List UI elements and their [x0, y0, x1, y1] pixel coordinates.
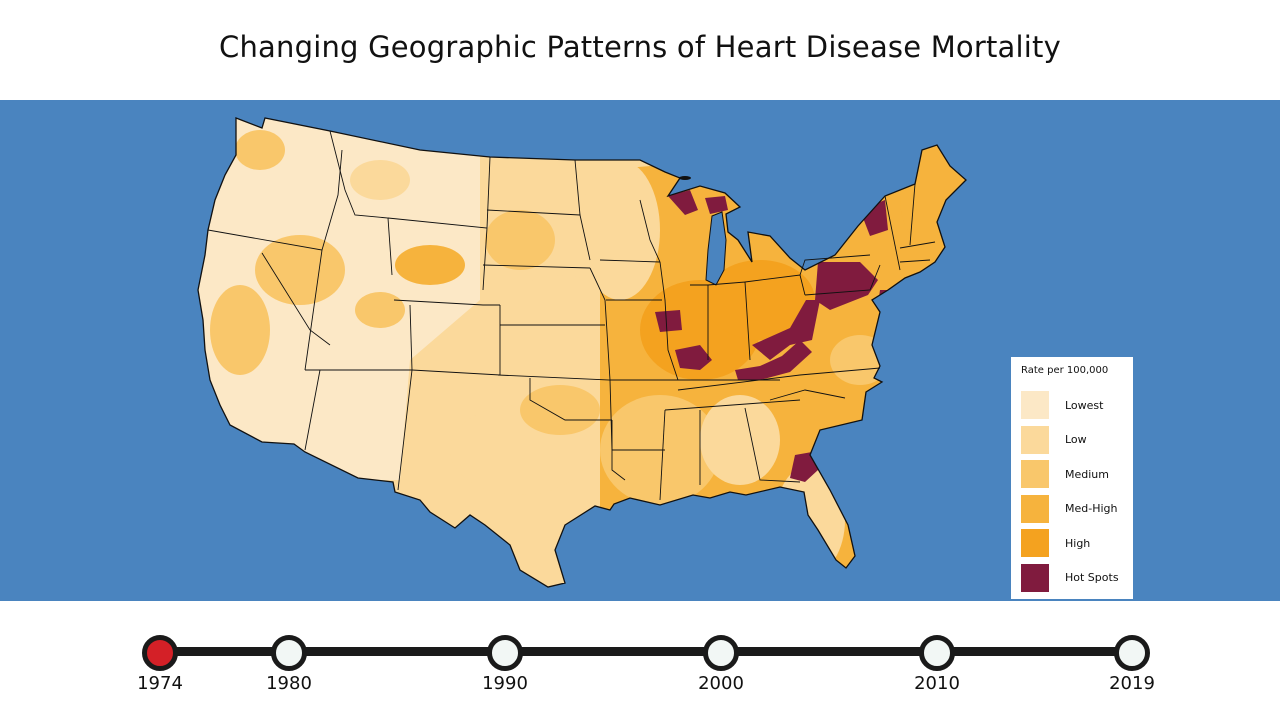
timeline-node-1990[interactable] [487, 635, 523, 671]
timeline-label-1980[interactable]: 1980 [266, 673, 312, 694]
legend-title: Rate per 100,000 [1021, 365, 1109, 376]
legend-label: Medium [1065, 467, 1109, 481]
legend-swatch-med-high [1021, 494, 1049, 523]
legend-swatch-lowest [1021, 391, 1049, 420]
timeline-node-2019[interactable] [1114, 635, 1150, 671]
timeline-label-1974[interactable]: 1974 [137, 673, 183, 694]
timeline-label-1990[interactable]: 1990 [482, 673, 528, 694]
legend-label: Med-High [1065, 502, 1118, 516]
legend-label: High [1065, 536, 1091, 550]
timeline-node-1974[interactable] [142, 635, 178, 671]
timeline-node-2000[interactable] [703, 635, 739, 671]
page-title: Changing Geographic Patterns of Heart Di… [219, 30, 1061, 64]
legend-item-low: Low [1021, 423, 1125, 458]
legend-item-med-high: Med-High [1021, 492, 1125, 527]
choropleth-fill [198, 118, 966, 587]
legend-label: Hot Spots [1065, 571, 1119, 585]
map-legend: Rate per 100,000 Lowest Low Medium Med-H… [1011, 357, 1133, 599]
lake-michigan [705, 211, 727, 286]
legend-swatch-hot-spots [1021, 563, 1049, 592]
legend-item-hot-spots: Hot Spots [1021, 561, 1125, 596]
legend-item-lowest: Lowest [1021, 388, 1125, 423]
legend-swatch-medium [1021, 460, 1049, 489]
state-boundaries [207, 130, 936, 501]
timeline-node-1980[interactable] [271, 635, 307, 671]
timeline-node-2010[interactable] [919, 635, 955, 671]
legend-label: Lowest [1065, 398, 1104, 412]
timeline-label-2010[interactable]: 2010 [914, 673, 960, 694]
year-timeline: 1974 1980 1990 2000 2010 2019 [0, 620, 1280, 720]
timeline-label-2000[interactable]: 2000 [698, 673, 744, 694]
legend-swatch-low [1021, 425, 1049, 454]
legend-label: Low [1065, 433, 1087, 447]
us-heart-disease-map [197, 117, 967, 588]
timeline-track [160, 647, 1132, 656]
map-panel: Rate per 100,000 Lowest Low Medium Med-H… [0, 100, 1280, 601]
timeline-label-2019[interactable]: 2019 [1109, 673, 1155, 694]
legend-item-high: High [1021, 526, 1125, 561]
legend-swatch-high [1021, 529, 1049, 558]
isle-royale [679, 176, 691, 180]
legend-item-medium: Medium [1021, 457, 1125, 492]
